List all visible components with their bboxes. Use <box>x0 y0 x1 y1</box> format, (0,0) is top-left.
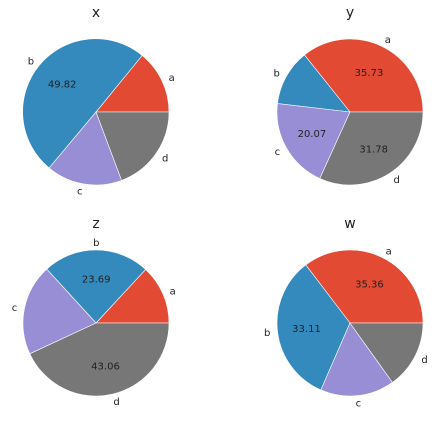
slice-label-w-d: d <box>421 355 427 366</box>
pie-slice-z-d <box>29 322 170 397</box>
chart-title-w: w <box>344 216 355 232</box>
pie-slice-y-b <box>277 54 351 113</box>
slice-label-w-b: b <box>264 328 270 339</box>
pie-slice-y-c <box>276 103 351 179</box>
chart-title-y: y <box>346 5 354 21</box>
pie-slice-x-a <box>95 55 170 113</box>
slice-label-x-c: c <box>77 187 83 198</box>
slice-label-y-b: b <box>273 69 279 80</box>
pie-slice-x-d <box>95 111 170 181</box>
pie-slice-y-a <box>304 38 424 113</box>
slice-value-y-a: 35.73 <box>355 68 384 79</box>
slice-label-x-a: a <box>169 73 175 84</box>
pie-chart-x: x a b 49.82 c d <box>22 5 175 198</box>
slice-value-z-b: 23.69 <box>82 275 111 286</box>
slice-value-y-c: 20.07 <box>298 129 327 140</box>
pie-slice-w-b <box>276 264 351 391</box>
pie-slice-y-d <box>319 111 424 186</box>
slice-label-x-d: d <box>162 153 168 164</box>
slice-label-x-b: b <box>28 56 34 67</box>
slice-label-z-b: b <box>93 238 99 249</box>
chart-title-x: x <box>92 5 100 21</box>
pie-slice-z-b <box>46 249 147 324</box>
pie-slice-x-b <box>22 38 143 169</box>
pie-slice-w-a <box>305 249 424 324</box>
slice-label-y-d: d <box>394 175 400 186</box>
pie-chart-z: z a b 23.69 c d 43.06 <box>12 216 176 408</box>
pie-chart-w: w a 35.36 b 33.11 c d <box>264 216 428 409</box>
chart-title-z: z <box>92 216 99 232</box>
slice-label-z-d: d <box>113 397 119 408</box>
slice-label-z-a: a <box>170 286 176 297</box>
pie-slice-w-d <box>349 322 424 383</box>
pie-slice-z-c <box>22 268 97 355</box>
slice-value-z-d: 43.06 <box>91 361 120 372</box>
slice-label-y-c: c <box>275 147 281 158</box>
slice-value-x-b: 49.82 <box>48 80 77 91</box>
pie-slice-x-c <box>48 111 122 186</box>
pie-chart-y: y a 35.73 b c 20.07 d 31.78 <box>273 5 424 186</box>
slice-label-z-c: c <box>12 303 18 314</box>
pie-slice-z-a <box>95 269 170 324</box>
slice-value-y-d: 31.78 <box>359 144 388 155</box>
slice-value-w-a: 35.36 <box>355 279 384 290</box>
pie-slice-w-c <box>320 322 393 397</box>
slice-label-y-a: a <box>385 35 391 46</box>
slice-label-w-c: c <box>356 398 362 409</box>
slice-value-w-b: 33.11 <box>292 324 321 335</box>
slice-label-w-a: a <box>386 247 392 258</box>
